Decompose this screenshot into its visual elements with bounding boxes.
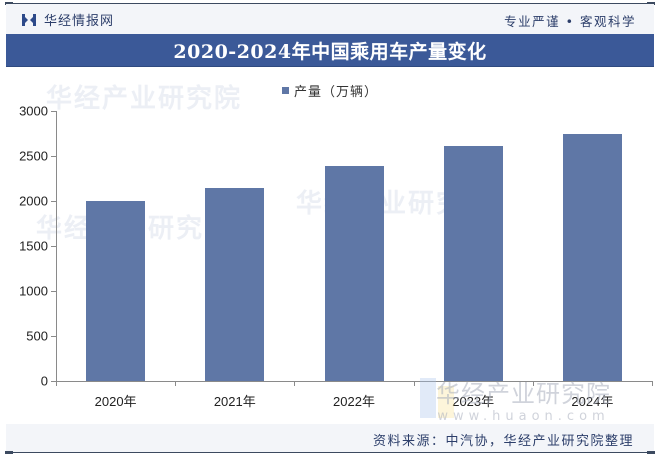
chart-area: 华经产业研究院 华经产业研究院 华经产业研究院 产量（万辆） 050010001… [6, 68, 654, 424]
header: 华经情报网 专业严谨 • 客观科学 [6, 4, 654, 34]
x-axis [56, 381, 652, 382]
brand-logo-icon [22, 13, 36, 26]
y-tick-label: 500 [26, 328, 48, 344]
y-tick [51, 111, 56, 112]
bar-2024年 [562, 133, 622, 381]
plot-area: 0 500 1000 1500 2000 2500 3000 2020年 2021年 2022年 2… [19, 104, 653, 409]
y-axis [56, 111, 57, 381]
slogan: 专业严谨 • 客观科学 [504, 14, 636, 29]
x-tick-label: 2020年 [94, 394, 137, 409]
legend-label: 产量（万辆） [294, 85, 379, 100]
bar-2020年 [86, 201, 146, 381]
source-note: 资料来源：中汽协，华经产业研究院整理 [372, 434, 634, 449]
x-tick-label: 2023年 [452, 394, 495, 409]
y-tick [51, 246, 56, 247]
x-tick [175, 381, 176, 386]
brand-name: 华经情报网 [44, 14, 115, 29]
x-tick-label: 2021年 [213, 394, 256, 409]
watermark-logo-icon [420, 378, 454, 418]
y-tick [51, 336, 56, 337]
bar-2022年 [324, 166, 384, 381]
bottom-rule [5, 451, 655, 454]
footer: 资料来源：中汽协，华经产业研究院整理 [6, 424, 654, 452]
x-tick-label: 2024年 [571, 394, 614, 409]
x-tick [56, 381, 57, 386]
top-rule [5, 2, 655, 5]
bar-2021年 [205, 188, 265, 381]
y-tick-label: 1500 [19, 238, 48, 254]
x-tick [533, 381, 534, 386]
y-tick-label: 2500 [19, 148, 48, 164]
y-tick [51, 291, 56, 292]
title-bar: 2020-2024年中国乘用车产量变化 [6, 34, 654, 67]
y-tick [51, 381, 56, 382]
x-tick [652, 381, 653, 386]
watermark-text: 华经产业研究院 [46, 84, 243, 114]
bar-2023年 [443, 145, 503, 381]
y-tick [51, 156, 56, 157]
y-tick-label: 3000 [19, 103, 48, 119]
x-tick [294, 381, 295, 386]
y-tick-label: 0 [40, 373, 48, 389]
legend-swatch-icon [282, 87, 289, 94]
x-tick-label: 2022年 [333, 394, 375, 409]
y-tick [51, 201, 56, 202]
y-tick-label: 1000 [19, 283, 48, 299]
brand: 华经情报网 [22, 10, 114, 29]
x-tick [414, 381, 415, 386]
legend: 产量（万辆） [282, 81, 378, 100]
y-tick-label: 2000 [19, 193, 48, 209]
chart-title: 2020-2024年中国乘用车产量变化 [173, 40, 487, 63]
watermark-url: www.huaon.com [437, 409, 610, 424]
